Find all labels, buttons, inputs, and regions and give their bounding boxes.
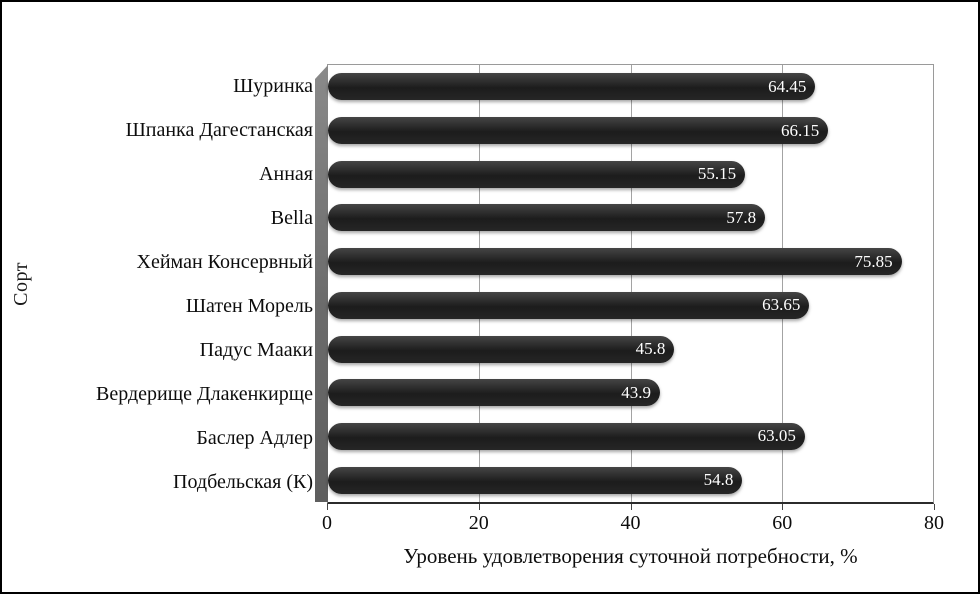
bar: 75.85 — [328, 248, 902, 276]
category-labels: Шуринка Шпанка Дагестанская Анная Bella Хейм… — [40, 64, 327, 504]
bar-row: 63.05 — [328, 415, 933, 459]
bar-value-label: 63.05 — [757, 426, 796, 446]
bar: 63.05 — [328, 422, 805, 450]
category-label: Вердерище Длакенкирще — [96, 382, 313, 405]
bar-row: 43.9 — [328, 371, 933, 415]
chart-main: Сорт Шуринка Шпанка Дагестанская Анная Bell… — [2, 64, 978, 504]
x-axis-title: Уровень удовлетворения суточной потребно… — [403, 544, 858, 568]
bar: 57.8 — [328, 204, 766, 232]
category-label: Хейман Консервный — [136, 250, 313, 273]
bar: 55.15 — [328, 160, 746, 188]
category-label: Анная — [259, 162, 313, 185]
y-axis-title: Сорт — [9, 262, 32, 306]
bar-value-label: 43.9 — [621, 382, 651, 402]
bar: 66.15 — [328, 117, 829, 145]
category-label: Шуринка — [233, 74, 313, 97]
x-tick-label: 60 — [772, 512, 793, 534]
category-label: Bella — [270, 206, 313, 229]
x-tick-mark — [327, 504, 328, 510]
x-tick-label: 20 — [468, 512, 489, 534]
x-axis: 0 20 40 60 80 — [322, 504, 944, 536]
bars-layer: 64.45 66.15 55.15 57.8 75.85 63.65 45.8 43.9 63.… — [328, 65, 933, 502]
x-tick-label: 0 — [322, 512, 332, 534]
y-axis-title-box: Сорт — [2, 64, 40, 504]
x-tick-label: 40 — [620, 512, 641, 534]
category-label: Шатен Морель — [185, 294, 313, 317]
bar: 64.45 — [328, 73, 816, 101]
x-tick-mark — [630, 504, 632, 510]
gridline — [781, 65, 783, 502]
plot-area: 64.45 66.15 55.15 57.8 75.85 63.65 45.8 43.9 63.… — [315, 64, 934, 504]
bar: 63.65 — [328, 291, 810, 319]
bar: 45.8 — [328, 335, 675, 363]
category-label: Баслер Адлер — [196, 426, 313, 449]
x-tick-mark — [782, 504, 784, 510]
category-label: Подбельская (К) — [173, 470, 313, 493]
gridline — [630, 65, 632, 502]
category-label: Шпанка Дагестанская — [125, 118, 313, 141]
bar: 43.9 — [328, 379, 660, 407]
x-tick-label: 80 — [924, 512, 944, 534]
x-tick-mark — [478, 504, 480, 510]
bar-row: 75.85 — [328, 240, 933, 284]
bar-row: 64.45 — [328, 65, 933, 109]
bar-value-label: 45.8 — [635, 339, 666, 359]
3d-side-wall — [315, 65, 328, 502]
gridline — [479, 65, 481, 502]
bar-value-label: 64.45 — [768, 76, 807, 96]
bar-row: 54.8 — [328, 458, 933, 502]
bar-value-label: 75.85 — [854, 251, 893, 271]
bar-value-label: 66.15 — [781, 120, 820, 140]
bar-row: 66.15 — [328, 109, 933, 153]
bar-row: 55.15 — [328, 152, 933, 196]
bar-value-label: 63.65 — [762, 295, 801, 315]
bar-value-label: 57.8 — [726, 207, 757, 227]
bar-value-label: 54.8 — [703, 470, 734, 490]
category-label: Падус Мааки — [199, 338, 313, 361]
bar-row: 45.8 — [328, 327, 933, 371]
bar-row: 63.65 — [328, 284, 933, 328]
bar-value-label: 55.15 — [697, 164, 737, 184]
x-tick-mark — [934, 504, 935, 510]
bar: 54.8 — [328, 466, 743, 494]
bar-row: 57.8 — [328, 196, 933, 240]
